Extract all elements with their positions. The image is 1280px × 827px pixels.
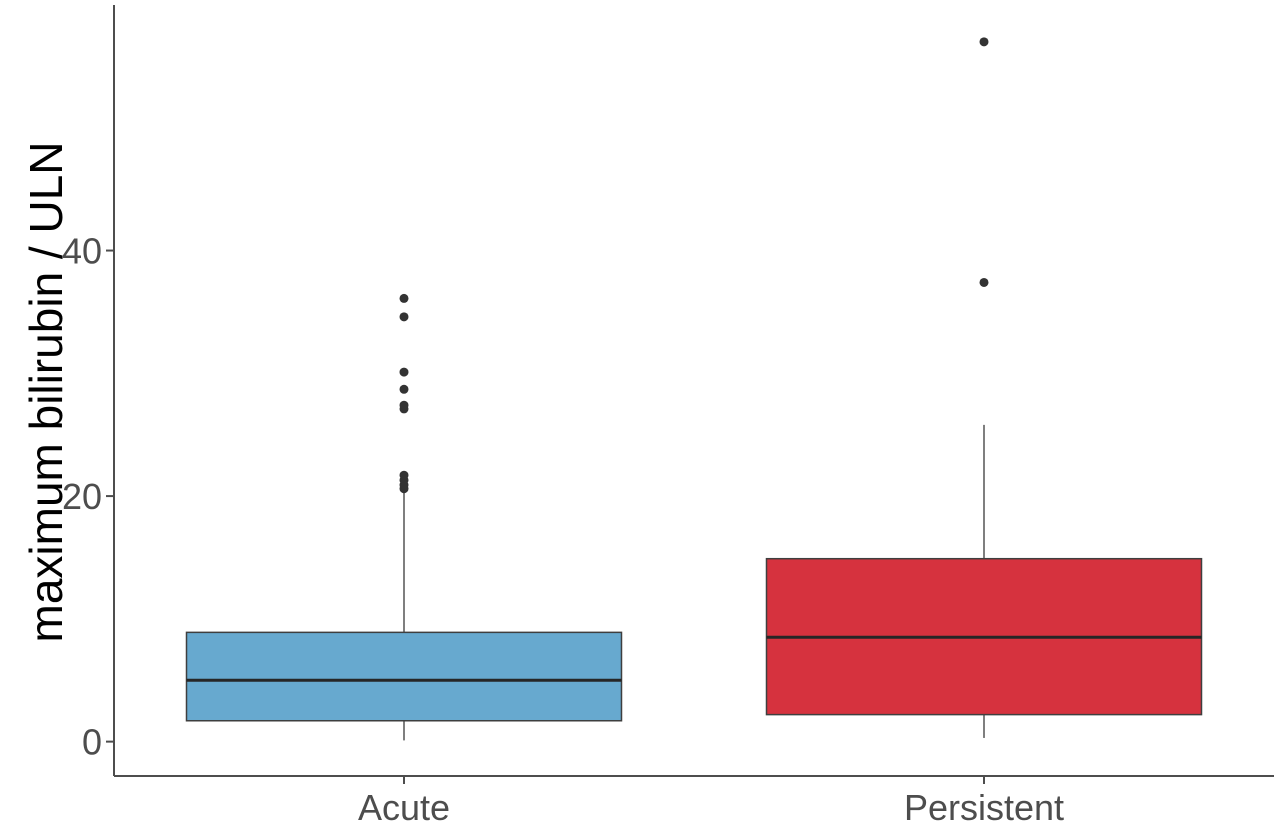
outlier-point bbox=[979, 277, 989, 287]
box-iqr bbox=[185, 631, 623, 722]
y-tick-label: 20 bbox=[62, 476, 102, 517]
outlier-point bbox=[399, 367, 409, 377]
box-group bbox=[765, 37, 1203, 738]
outlier-point bbox=[399, 312, 409, 322]
plot-area bbox=[185, 37, 1203, 741]
x-tick-label: Persistent bbox=[904, 787, 1064, 827]
outlier-point bbox=[399, 384, 409, 394]
y-axis-ticks: 0 20 40 bbox=[62, 231, 114, 763]
x-tick-label: Acute bbox=[358, 787, 450, 827]
outlier-point bbox=[979, 37, 989, 47]
outlier-point bbox=[399, 470, 409, 480]
box-group bbox=[185, 293, 623, 741]
y-axis-title: maximum bilirubin / ULN bbox=[20, 141, 72, 642]
outlier-point bbox=[399, 293, 409, 303]
outlier-point bbox=[399, 400, 409, 410]
y-tick-label: 40 bbox=[62, 231, 102, 272]
x-axis-ticks: Acute Persistent bbox=[358, 776, 1064, 827]
y-tick-label: 0 bbox=[82, 722, 102, 763]
